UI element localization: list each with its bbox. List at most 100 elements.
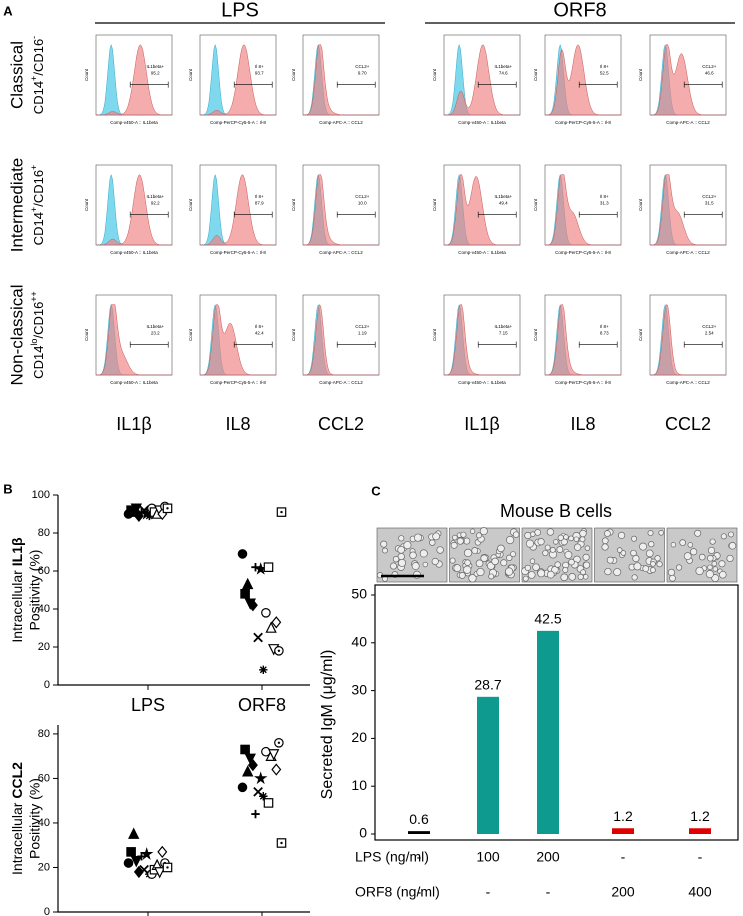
cell: [616, 547, 623, 553]
gate: [233, 81, 273, 88]
cell: [582, 574, 589, 580]
cell: [557, 534, 564, 541]
cell: [631, 574, 638, 581]
column-label: IL8: [570, 414, 595, 434]
gate: [233, 211, 273, 218]
gate: [129, 81, 169, 88]
cell: [568, 535, 574, 542]
cell: [556, 546, 564, 553]
point: [157, 845, 168, 859]
cell: [480, 554, 488, 562]
cell: [524, 564, 531, 571]
row-marker: CD14+/CD16+: [29, 165, 46, 246]
value-label: 42.5: [534, 611, 561, 627]
point-center: [277, 741, 281, 745]
cell: [564, 550, 573, 559]
gate: [336, 341, 376, 348]
cell: [506, 535, 515, 545]
cell: [413, 533, 422, 542]
marker-part: +: [29, 76, 39, 81]
value-label: 1.2: [613, 808, 633, 824]
marker-part: +: [29, 165, 39, 170]
y-axis-label: Positivity (%): [27, 550, 43, 631]
point: [237, 782, 248, 793]
cell-image: [666, 527, 738, 583]
x-axis-label: Comp-v450-A :: IL1beta: [458, 120, 506, 125]
gate: [233, 341, 273, 348]
y-tick-label: 100: [32, 489, 50, 501]
cell: [679, 539, 686, 546]
x-axis-label: Comp-v450-A :: IL1beta: [458, 380, 506, 385]
cell: [409, 551, 417, 559]
marker-part: CD14: [31, 212, 46, 245]
stimulated-histogram: [545, 304, 621, 376]
condition-value: -: [546, 884, 551, 900]
y-axis-label: Positivity (%): [27, 778, 43, 859]
gate-value: 1.19: [358, 331, 367, 336]
marker-part: lo: [29, 339, 39, 346]
image-frame: [594, 527, 665, 583]
y-tick-label: 60: [38, 565, 50, 577]
condition-value: -: [417, 849, 422, 865]
cell: [667, 568, 676, 577]
y-label-emphasis: CCL2: [9, 762, 25, 799]
gate: [129, 341, 169, 348]
stimulated-histogram: [545, 44, 621, 116]
cell-image: [594, 527, 665, 583]
cell: [432, 532, 441, 541]
value-label: 1.2: [690, 808, 710, 824]
x-axis-label: Comp-APC-A :: CCL2: [666, 380, 710, 385]
marker-part: /CD16: [31, 39, 46, 76]
gate-name: CCL2+: [702, 194, 717, 199]
condition-value: -: [698, 849, 703, 865]
cell: [512, 531, 520, 538]
cell: [669, 574, 676, 582]
x-axis-label: Comp-APC-A :: CCL2: [666, 120, 710, 125]
panel-letter: A: [3, 3, 13, 18]
bar: [612, 828, 634, 834]
condition-name: ORF8 (ng/ml): [355, 884, 440, 900]
cell: [429, 539, 436, 546]
x-axis-label: Comp-PerCP-Cy5-5-A :: Il-8: [210, 250, 266, 255]
cell: [537, 569, 546, 578]
cell: [582, 553, 590, 561]
cell: [479, 527, 488, 536]
point: [271, 763, 282, 776]
group-header: ORF8: [553, 0, 606, 21]
cell: [549, 547, 556, 553]
gate: [477, 211, 517, 218]
cell: [601, 543, 609, 551]
x-axis-label: Comp-APC-A :: CCL2: [319, 120, 363, 125]
cell: [728, 531, 734, 538]
y-axis-label: Count: [638, 198, 643, 211]
gate-value: 2.54: [705, 331, 714, 336]
cell: [456, 537, 464, 545]
cell: [463, 548, 473, 558]
stimulated-histogram: [96, 44, 172, 116]
cell: [658, 529, 664, 536]
cell: [712, 566, 718, 572]
point-center: [277, 649, 281, 652]
cell: [504, 567, 514, 576]
cell: [579, 536, 586, 543]
gate-value: 46.6: [705, 71, 714, 76]
cell: [537, 538, 545, 546]
point: [263, 562, 274, 572]
condition-value: 200: [536, 849, 560, 865]
y-tick-label: 20: [38, 641, 50, 653]
gate-value: 10.0: [358, 201, 367, 206]
gate-name: Il 8+: [255, 64, 264, 69]
point: [251, 809, 260, 819]
category-label: LPS: [131, 695, 165, 715]
marker-part: /CD16: [31, 302, 46, 339]
y-axis-label: Secreted IgM (μg/ml): [319, 650, 336, 800]
point: [240, 588, 250, 599]
gate-value: 52.5: [600, 71, 609, 76]
cell: [546, 528, 555, 536]
cell: [527, 571, 536, 579]
cell: [471, 547, 479, 554]
cell: [707, 564, 713, 570]
cell: [397, 545, 406, 554]
gate-value: 49.4: [499, 201, 508, 206]
axis: [57, 495, 310, 686]
